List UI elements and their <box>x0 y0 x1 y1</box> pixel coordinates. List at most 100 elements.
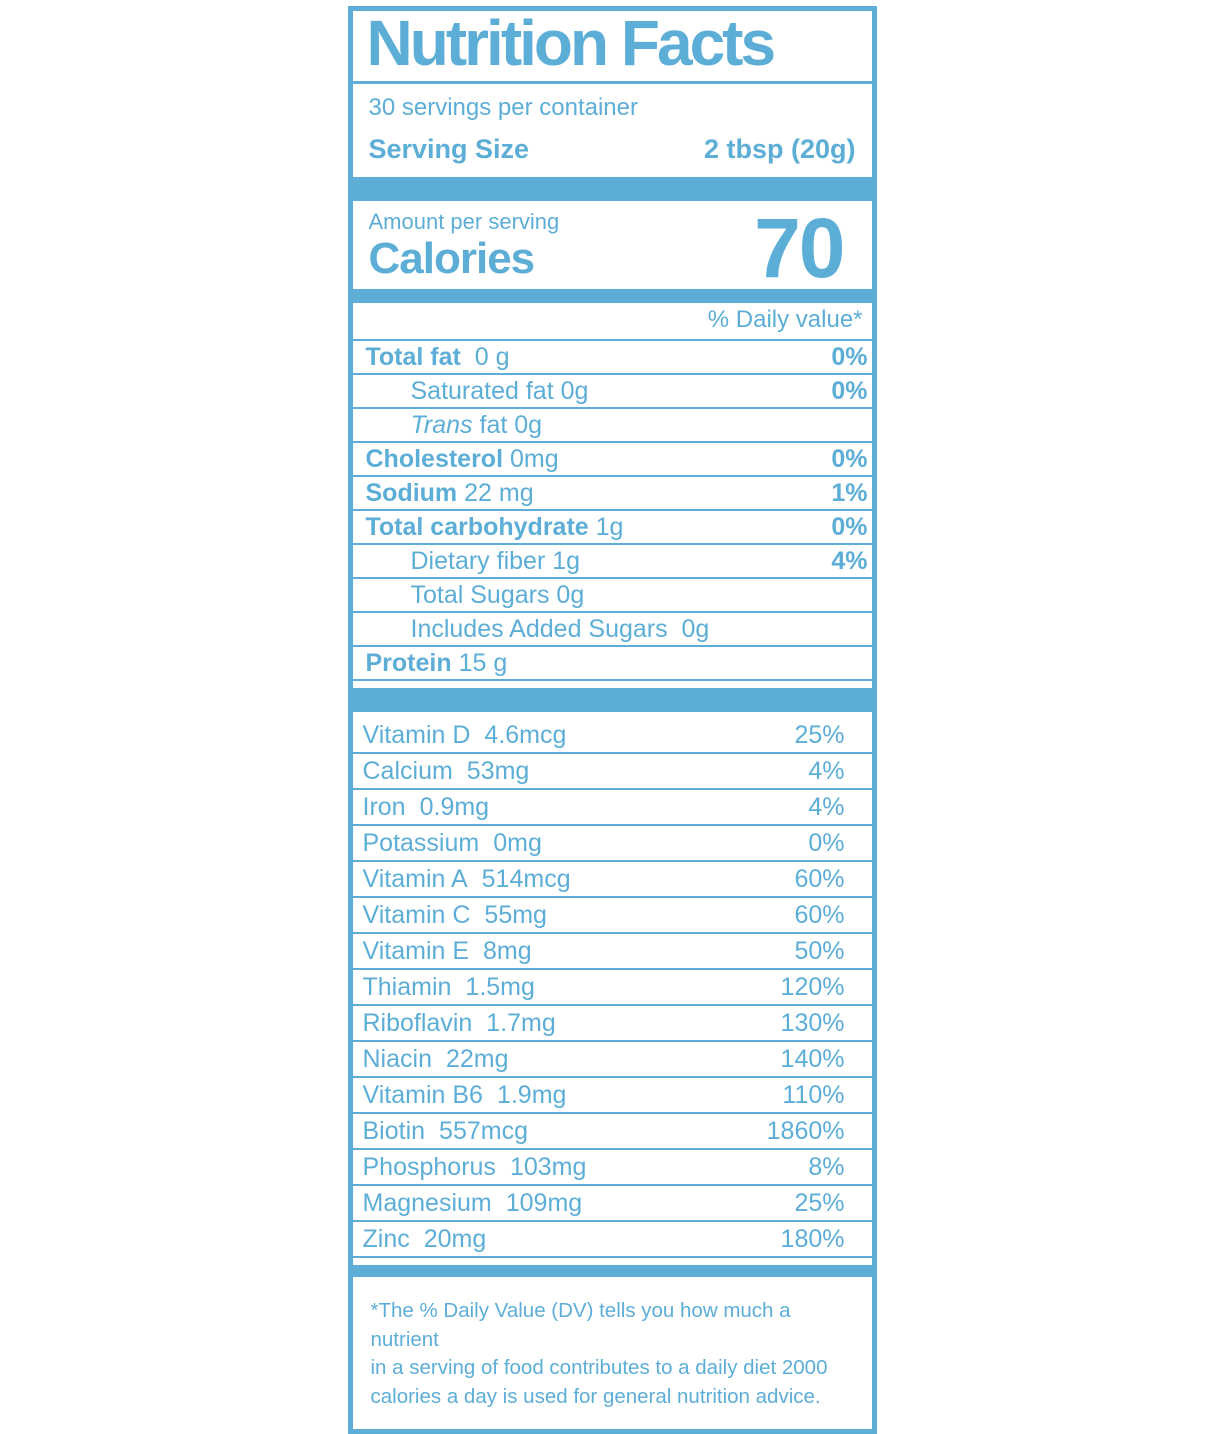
vitamin-rows: Vitamin D 4.6mcg 25% Calcium 53mg 4% Iron 0.9mg… <box>352 712 872 1258</box>
nutrient-row: Includes Added Sugars 0g <box>352 613 872 647</box>
vitamin-row: Iron 0.9mg 4% <box>352 790 872 826</box>
calories-left-column: Amount per serving Calories <box>369 209 560 281</box>
calories-section: Amount per serving Calories 70 <box>353 201 872 290</box>
vitamin-row: Niacin 22mg 140% <box>352 1042 872 1078</box>
vitamin-daily-value: 50% <box>794 937 845 965</box>
daily-value-footnote: *The % Daily Value (DV) tells you how mu… <box>370 1299 828 1408</box>
vitamin-row: Phosphorus 103mg 8% <box>352 1150 872 1186</box>
vitamin-daily-value: 120% <box>780 973 845 1001</box>
daily-value-header-row: % Daily value* <box>352 303 872 341</box>
vitamin-daily-value: 0% <box>808 829 845 857</box>
spacer <box>353 681 872 688</box>
nutrient-daily-value: 1% <box>831 479 868 507</box>
nutrient-row: Total fat 0 g 0% <box>352 341 872 375</box>
spacer <box>353 1258 872 1265</box>
vitamin-daily-value: 4% <box>808 757 845 785</box>
nutrient-row: Protein 15 g <box>352 647 872 681</box>
nutrient-row: Total carbohydrate 1g 0% <box>352 511 872 545</box>
calories-label: Calories <box>368 234 536 283</box>
vitamin-name: Zinc 20mg <box>362 1225 487 1253</box>
vitamin-name: Vitamin E 8mg <box>362 937 532 965</box>
vitamin-name: Riboflavin 1.7mg <box>362 1009 556 1037</box>
vitamin-daily-value: 60% <box>794 865 845 893</box>
vitamin-row: Vitamin D 4.6mcg 25% <box>352 718 872 754</box>
nutrient-row: Sodium 22 mg 1% <box>352 477 872 511</box>
vitamin-name: Vitamin D 4.6mcg <box>362 721 567 749</box>
nutrient-name: Dietary fiber 1g <box>410 547 581 575</box>
vitamin-name: Niacin 22mg <box>362 1045 509 1073</box>
amount-per-serving-label: Amount per serving <box>368 209 560 234</box>
vitamin-amount: 1.9mg <box>496 1081 567 1109</box>
serving-section: 30 servings per container Serving Size 2… <box>353 84 872 177</box>
nutrient-name: Saturated fat 0g <box>410 377 589 405</box>
vitamin-name: Phosphorus 103mg <box>362 1153 587 1181</box>
serving-size-row: Serving Size 2 tbsp (20g) <box>369 134 856 165</box>
nutrient-row: Saturated fat 0g 0% <box>352 375 872 409</box>
vitamin-daily-value: 8% <box>808 1153 845 1181</box>
vitamin-daily-value: 110% <box>782 1081 845 1109</box>
nutrient-name: Sodium 22 mg <box>365 479 534 507</box>
daily-value-header: % Daily value* <box>707 306 863 333</box>
vitamin-row: Potassium 0mg 0% <box>352 826 872 862</box>
vitamin-name: Magnesium 109mg <box>362 1189 583 1217</box>
vitamin-amount: 8mg <box>483 937 532 965</box>
vitamin-amount: 55mg <box>484 901 547 929</box>
section-divider-bar <box>352 177 872 201</box>
nutrition-facts-label: Nutrition Facts 30 servings per containe… <box>347 6 877 1434</box>
nutrient-row: Total Sugars 0g <box>352 579 872 613</box>
nutrient-daily-value: 0% <box>831 445 868 473</box>
vitamin-row: Zinc 20mg 180% <box>352 1222 872 1258</box>
nutrient-daily-value: 0% <box>831 513 868 541</box>
label-header: Nutrition Facts <box>352 7 872 84</box>
vitamin-daily-value: 180% <box>780 1225 845 1253</box>
nutrient-row: Dietary fiber 1g 4% <box>352 545 872 579</box>
nutrient-name: Total carbohydrate 1g <box>365 513 624 541</box>
vitamin-row: Biotin 557mcg 1860% <box>352 1114 872 1150</box>
vitamin-name: Vitamin C 55mg <box>362 901 547 929</box>
vitamin-row: Calcium 53mg 4% <box>352 754 872 790</box>
vitamin-daily-value: 4% <box>808 793 845 821</box>
nutrient-daily-value: 0% <box>831 377 868 405</box>
vitamin-daily-value: 60% <box>794 901 845 929</box>
vitamin-name: Thiamin 1.5mg <box>362 973 535 1001</box>
vitamin-daily-value: 140% <box>780 1045 845 1073</box>
vitamin-row: Riboflavin 1.7mg 130% <box>352 1006 872 1042</box>
nutrient-daily-value: 0% <box>831 343 868 371</box>
vitamin-amount: 22mg <box>445 1045 509 1073</box>
vitamin-row: Vitamin C 55mg 60% <box>352 898 872 934</box>
vitamin-name: Iron 0.9mg <box>362 793 490 821</box>
label-title: Nutrition Facts <box>366 7 777 79</box>
section-divider-bar <box>352 289 872 303</box>
vitamin-amount: 514mcg <box>481 865 571 893</box>
section-divider-bar <box>352 1265 872 1277</box>
vitamin-amount: 20mg <box>423 1225 487 1253</box>
nutrient-name: Total Sugars 0g <box>410 581 585 609</box>
vitamin-name: Vitamin B6 1.9mg <box>362 1081 567 1109</box>
nutrient-row: Cholesterol 0mg 0% <box>352 443 872 477</box>
vitamin-daily-value: 25% <box>794 721 845 749</box>
nutrient-name: Protein 15 g <box>365 649 508 677</box>
vitamin-row: Thiamin 1.5mg 120% <box>352 970 872 1006</box>
vitamin-name: Potassium 0mg <box>362 829 542 857</box>
vitamin-amount: 0.9mg <box>419 793 490 821</box>
vitamin-amount: 0mg <box>493 829 542 857</box>
nutrient-rows: Total fat 0 g 0% Saturated fat 0g 0% Trans f… <box>352 341 872 681</box>
vitamin-amount: 109mg <box>505 1189 583 1217</box>
vitamin-amount: 1.7mg <box>486 1009 556 1037</box>
vitamin-daily-value: 25% <box>794 1189 845 1217</box>
serving-size-label: Serving Size <box>368 134 530 164</box>
vitamin-amount: 53mg <box>466 757 530 785</box>
serving-size-value: 2 tbsp (20g) <box>703 134 856 164</box>
vitamin-row: Vitamin E 8mg 50% <box>352 934 872 970</box>
vitamin-amount: 1.5mg <box>465 973 535 1001</box>
vitamin-amount: 4.6mcg <box>484 721 567 749</box>
nutrient-name: Cholesterol 0mg <box>365 445 559 473</box>
nutrient-name: Trans fat 0g <box>410 411 543 439</box>
servings-per-container: 30 servings per container <box>368 94 638 121</box>
vitamin-daily-value: 1860% <box>766 1117 845 1145</box>
section-divider-bar <box>352 688 872 712</box>
nutrient-daily-value: 4% <box>831 547 868 575</box>
vitamin-amount: 557mcg <box>439 1117 528 1145</box>
vitamin-row: Magnesium 109mg 25% <box>352 1186 872 1222</box>
nutrient-row: Trans fat 0g <box>352 409 872 443</box>
